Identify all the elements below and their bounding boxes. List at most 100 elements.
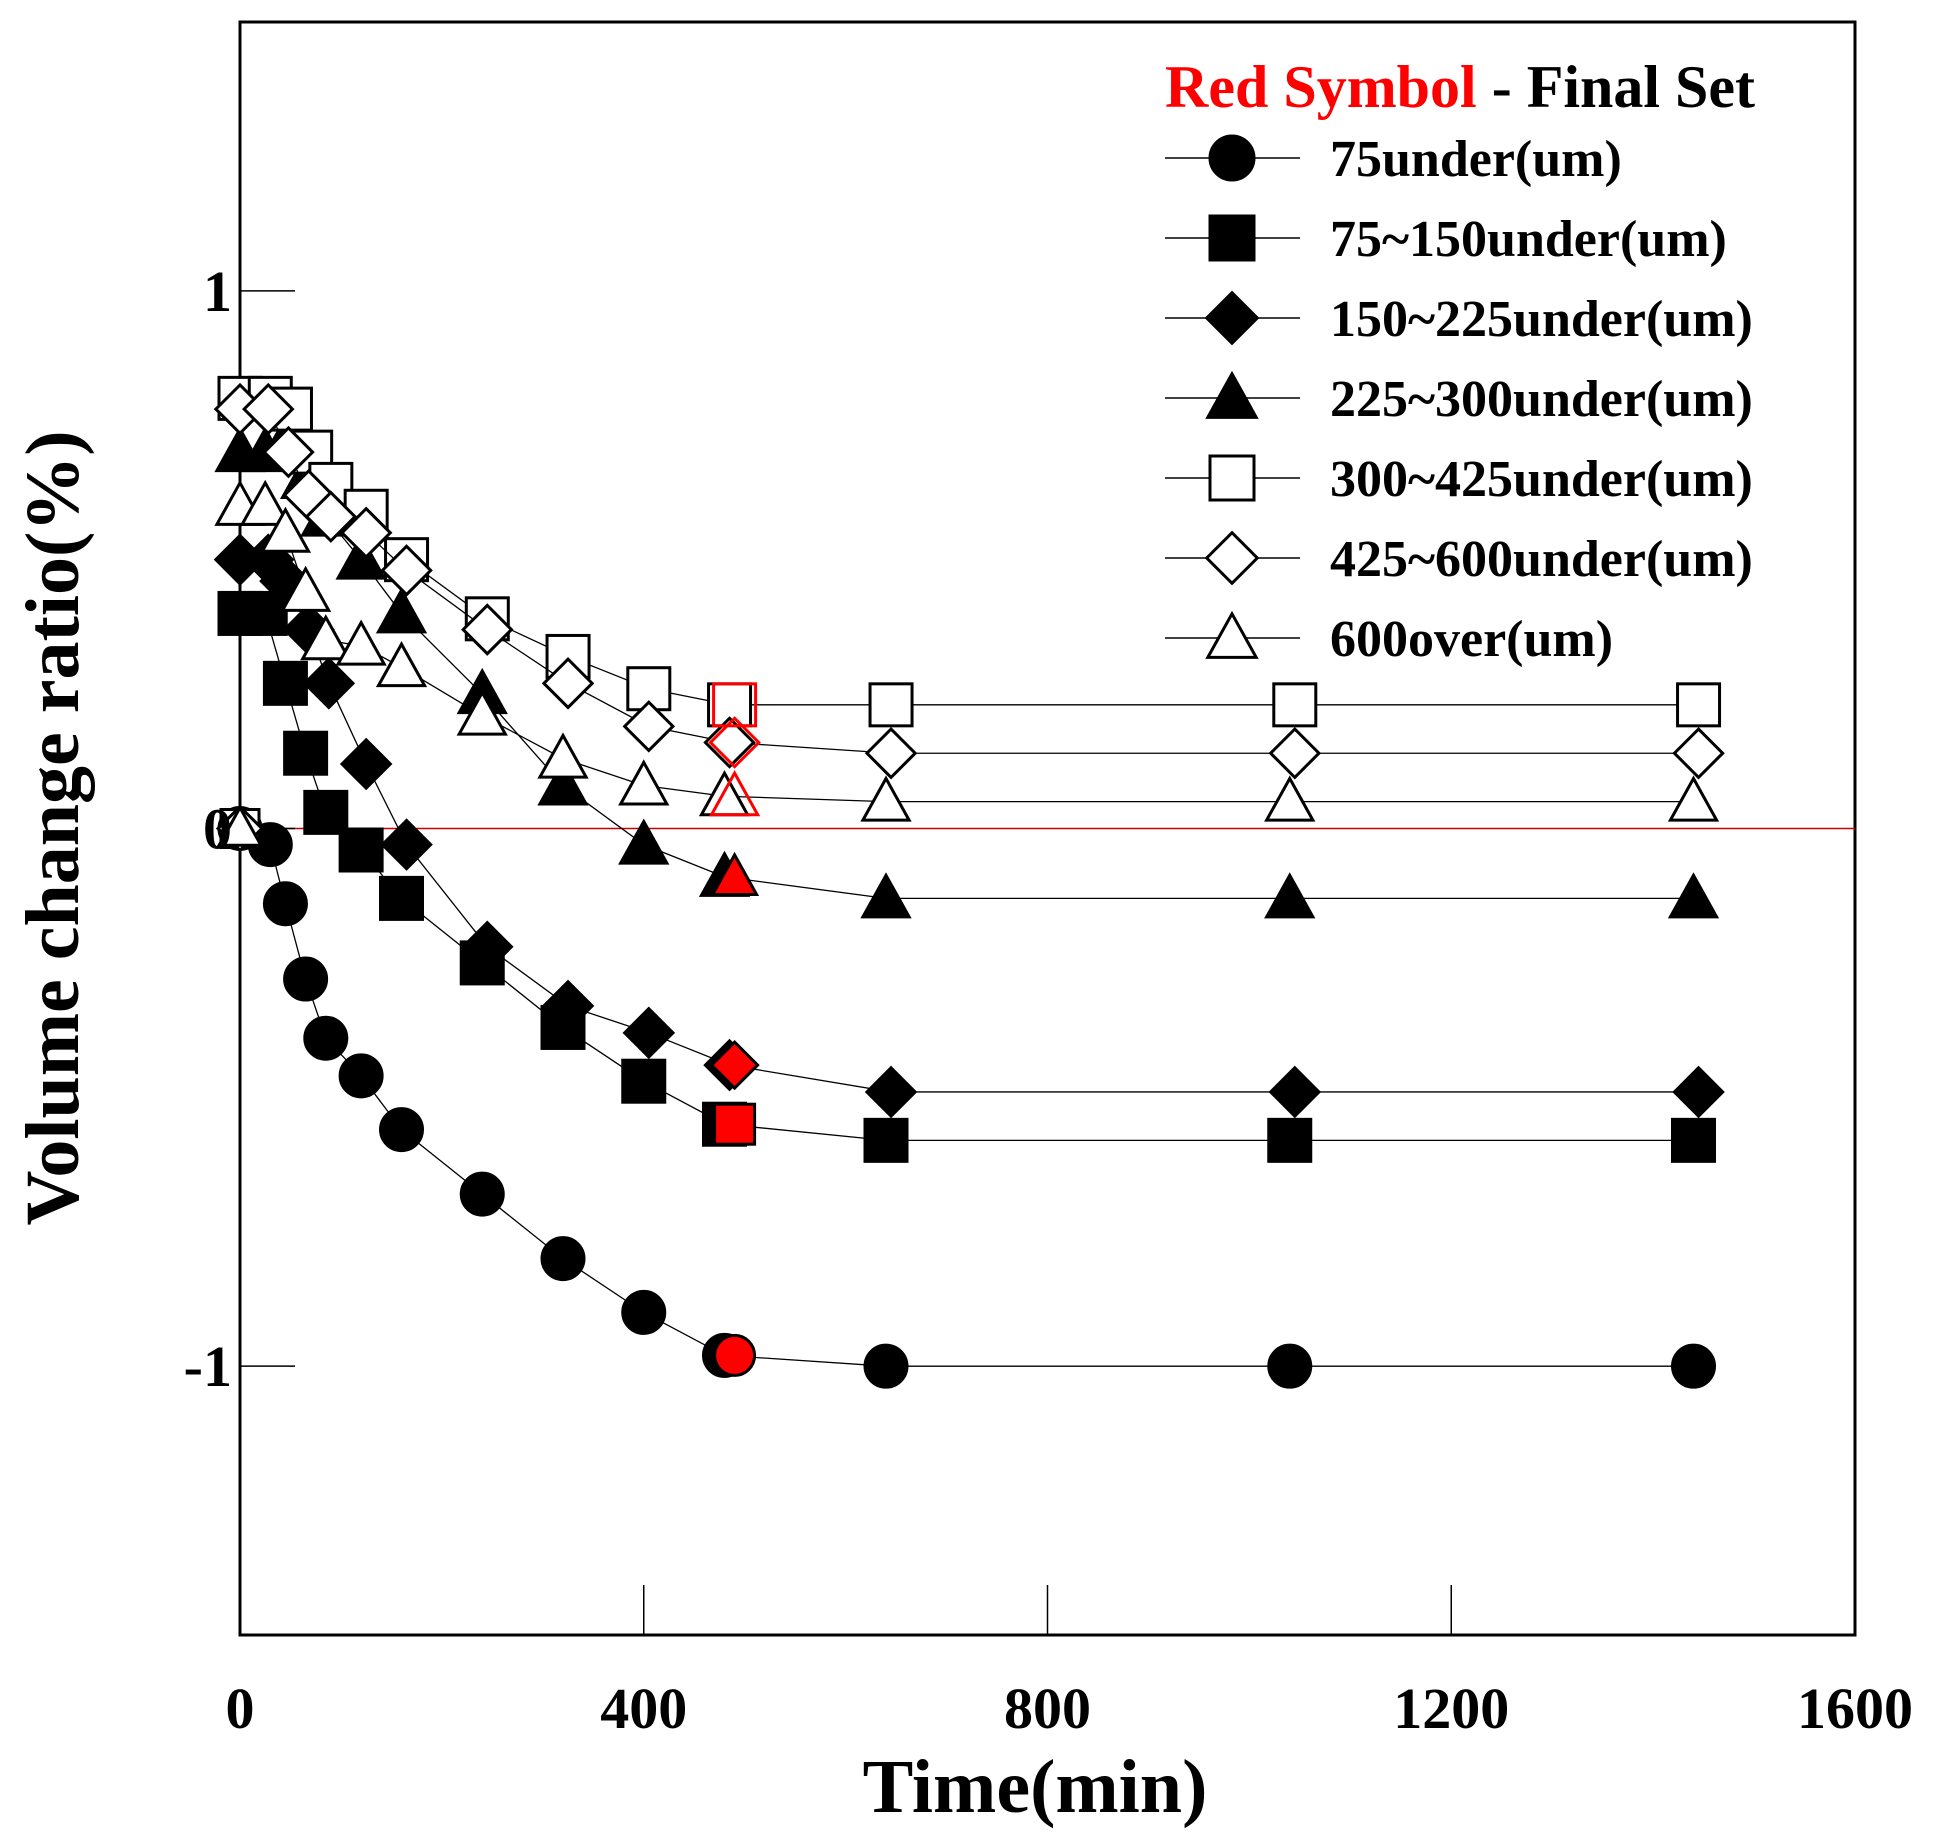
legend-header: Red Symbol - Final Set xyxy=(1165,54,1755,120)
data-point xyxy=(868,682,914,728)
data-point xyxy=(379,875,424,921)
data-point xyxy=(375,641,428,688)
data-point xyxy=(241,382,295,436)
data-point xyxy=(338,1053,384,1099)
legend-entry: 300~425under(um) xyxy=(1165,451,1753,508)
legend-label: 75under(um) xyxy=(1330,131,1622,188)
final-set-point xyxy=(713,1102,757,1146)
legend-entry: 75~150under(um) xyxy=(1165,211,1727,268)
data-point xyxy=(1267,1117,1313,1163)
tick-labels: 0 400 800 1200 1600 -1 0 1 xyxy=(184,259,1913,1741)
data-point xyxy=(860,775,912,822)
data-point xyxy=(1267,1343,1313,1389)
legend-entry: 425~600under(um) xyxy=(1165,530,1753,588)
data-point xyxy=(1667,775,1720,822)
legend-marker xyxy=(1205,610,1259,659)
x-tick-label: 1600 xyxy=(1797,1676,1913,1741)
data-point xyxy=(618,818,670,865)
legend-entry: 600over(um) xyxy=(1165,610,1613,668)
legend-label: 300~425under(um) xyxy=(1330,451,1753,508)
data-point xyxy=(622,1006,676,1060)
y-tick-label: 1 xyxy=(203,259,232,324)
data-point xyxy=(863,1343,909,1389)
legend-label: 600over(um) xyxy=(1330,611,1613,668)
data-point xyxy=(1671,1117,1716,1163)
legend-marker xyxy=(1204,290,1260,346)
data-point xyxy=(1667,872,1720,919)
legend-marker xyxy=(1208,134,1256,182)
data-point xyxy=(540,1236,586,1282)
data-point xyxy=(461,920,514,974)
data-point xyxy=(621,1058,667,1104)
data-point xyxy=(1268,726,1322,780)
final-set-point xyxy=(709,1039,760,1091)
data-point xyxy=(537,759,589,806)
final-set-point xyxy=(712,682,758,728)
y-axis-title: Volume change ratio(%) xyxy=(11,430,95,1225)
data-point xyxy=(338,827,384,873)
legend-label: 425~600under(um) xyxy=(1330,531,1753,588)
legend-label: 150~225under(um) xyxy=(1330,291,1753,348)
legend: Red Symbol - Final Set 75under(um) 75~150… xyxy=(1165,54,1755,668)
x-tick-label: 400 xyxy=(600,1676,687,1741)
legend-entry: 150~225under(um) xyxy=(1165,290,1753,348)
data-point xyxy=(1672,726,1725,780)
series-7 xyxy=(214,479,1720,847)
data-point xyxy=(456,689,508,736)
data-point xyxy=(335,619,387,666)
data-point xyxy=(262,425,315,479)
data-point xyxy=(1676,682,1722,728)
x-tick-label: 1200 xyxy=(1393,1676,1509,1741)
data-point xyxy=(1671,1343,1716,1389)
final-set-point xyxy=(713,1333,757,1377)
legend-entry: 75under(um) xyxy=(1165,131,1622,188)
data-point xyxy=(283,956,329,1002)
legend-entry: 225~300under(um) xyxy=(1165,370,1753,428)
data-point xyxy=(259,506,312,553)
x-axis-title: Time(min) xyxy=(863,1745,1208,1829)
data-point xyxy=(379,1107,424,1153)
legend-header-red: Red Symbol xyxy=(1165,54,1477,120)
x-tick-label: 800 xyxy=(1004,1676,1091,1741)
legend-entries: 75under(um) 75~150under(um) 150~225under(u… xyxy=(1165,131,1753,668)
y-tick-label: 0 xyxy=(203,797,232,862)
final-set-point xyxy=(708,770,761,817)
legend-marker xyxy=(1204,530,1260,586)
data-point xyxy=(1672,1065,1725,1119)
data-point xyxy=(703,716,756,769)
data-point xyxy=(283,730,329,776)
data-point xyxy=(1264,775,1316,822)
final-set-layer xyxy=(708,682,761,1377)
data-point xyxy=(262,881,308,927)
data-point xyxy=(618,759,670,806)
data-point xyxy=(239,479,291,526)
origin-point xyxy=(216,804,264,847)
data-point xyxy=(1268,1065,1322,1119)
legend-header-rest: - Final Set xyxy=(1477,54,1755,120)
data-point xyxy=(541,657,595,710)
data-point xyxy=(537,732,589,779)
y-tick-label: -1 xyxy=(184,1334,232,1399)
legend-label: 225~300under(um) xyxy=(1330,371,1753,428)
data-point xyxy=(375,587,428,634)
data-point xyxy=(864,726,918,780)
data-point xyxy=(339,506,393,560)
legend-marker xyxy=(1205,370,1259,419)
data-point xyxy=(335,533,387,580)
data-point xyxy=(541,979,595,1033)
legend-marker xyxy=(1208,454,1256,502)
legend-marker xyxy=(1208,214,1256,262)
legend-label: 75~150under(um) xyxy=(1330,211,1727,268)
data-point xyxy=(302,657,356,710)
x-tick-label: 0 xyxy=(226,1676,255,1741)
data-point xyxy=(300,614,352,661)
data-point xyxy=(622,700,676,753)
final-set-point xyxy=(710,851,760,896)
data-point xyxy=(303,789,349,835)
data-point xyxy=(864,1065,918,1119)
data-point xyxy=(303,1015,349,1061)
data-point xyxy=(621,1289,667,1335)
data-point xyxy=(380,818,433,871)
data-point xyxy=(380,544,433,597)
